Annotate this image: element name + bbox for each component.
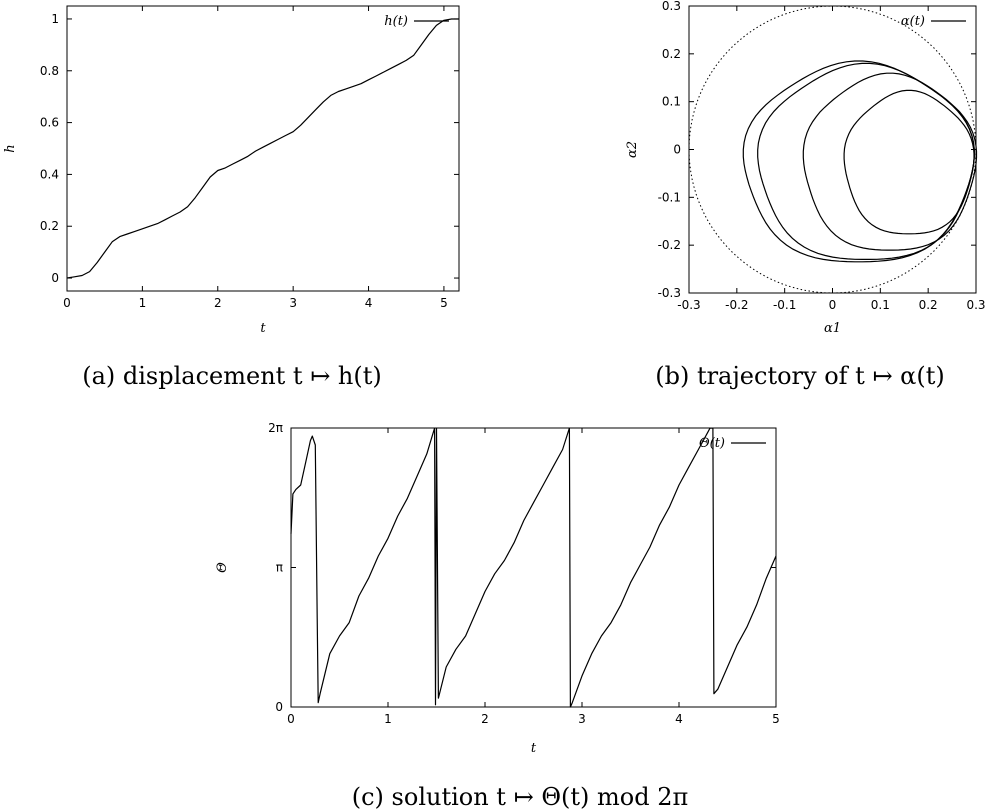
panel-c-theta: 0 1 2 3 4 5 0 π 2π t Θ Θ(t): [215, 421, 780, 756]
caption-a: (a) displacement t ↦ h(t): [82, 362, 382, 390]
y-tick-label: 0.2: [40, 219, 59, 233]
series-line: [66, 18, 459, 279]
x-tick-label: 0.2: [919, 298, 938, 312]
y-tick-label: 0.6: [40, 116, 59, 130]
y-tick-label: -0.2: [658, 238, 681, 252]
x-tick-label: 5: [772, 712, 780, 726]
y-tick-label: -0.3: [658, 286, 681, 300]
y-tick-label: π: [276, 561, 283, 575]
y-tick-label: 0.8: [40, 64, 59, 78]
x-tick-label: 2: [214, 296, 222, 310]
x-tick-label: 3: [289, 296, 297, 310]
panel-a-displacement: 0 1 2 3 4 5 0 0.2 0.4 0.6 0.8 1 t h h(t): [3, 5, 460, 336]
x-tick-label: 0: [63, 296, 71, 310]
plot-frame: [66, 5, 460, 292]
y-axis-label: Θ: [215, 562, 230, 573]
x-tick-label: -0.3: [677, 298, 700, 312]
y-tick-label: 2π: [268, 421, 283, 435]
x-tick-label: 0.1: [871, 298, 890, 312]
y-axis-label: h: [3, 144, 18, 152]
x-tick-label: 1: [384, 712, 392, 726]
x-axis-label: α1: [824, 321, 841, 336]
x-tick-label: 5: [440, 296, 448, 310]
x-tick-label: 0.3: [966, 298, 985, 312]
y-tick-label: 0.1: [662, 95, 681, 109]
y-tick-label: -0.1: [658, 190, 681, 204]
reference-circle: [688, 5, 977, 294]
x-tick-label: 3: [578, 712, 586, 726]
y-tick-label: 1: [51, 12, 59, 26]
legend-label: Θ(t): [699, 436, 725, 451]
y-tick-label: 0: [275, 700, 283, 714]
trajectory-loop: [757, 62, 975, 260]
x-tick-label: 4: [675, 712, 683, 726]
y-tick-label: 0.3: [662, 0, 681, 13]
plot-frame: [688, 5, 977, 294]
x-axis-label: t: [260, 321, 266, 336]
series-line: [290, 427, 777, 708]
y-tick-label: 0: [51, 271, 59, 285]
x-tick-label: 2: [481, 712, 489, 726]
plot-frame: [290, 427, 777, 708]
x-tick-label: -0.2: [725, 298, 748, 312]
x-tick-label: 0: [829, 298, 837, 312]
legend-label: α(t): [901, 14, 925, 29]
x-axis-label: t: [531, 741, 537, 756]
x-tick-label: 4: [365, 296, 373, 310]
caption-c: (c) solution t ↦ Θ(t) mod 2π: [352, 783, 688, 811]
y-axis-label: α2: [625, 141, 640, 158]
x-tick-label: 0: [287, 712, 295, 726]
trajectory-loop: [843, 89, 975, 235]
y-tick-label: 0: [673, 143, 681, 157]
x-tick-label: 1: [139, 296, 147, 310]
caption-b: (b) trajectory of t ↦ α(t): [655, 362, 945, 390]
trajectory-loop: [742, 60, 975, 263]
y-tick-label: 0.2: [662, 47, 681, 61]
panel-b-trajectory: -0.3 -0.2 -0.1 0 0.1 0.2 0.3 -0.3 -0.2 -0.1 0 0.1 0.…: [625, 0, 986, 336]
x-tick-label: -0.1: [773, 298, 796, 312]
y-tick-label: 0.4: [40, 167, 59, 181]
legend-label: h(t): [384, 14, 408, 29]
